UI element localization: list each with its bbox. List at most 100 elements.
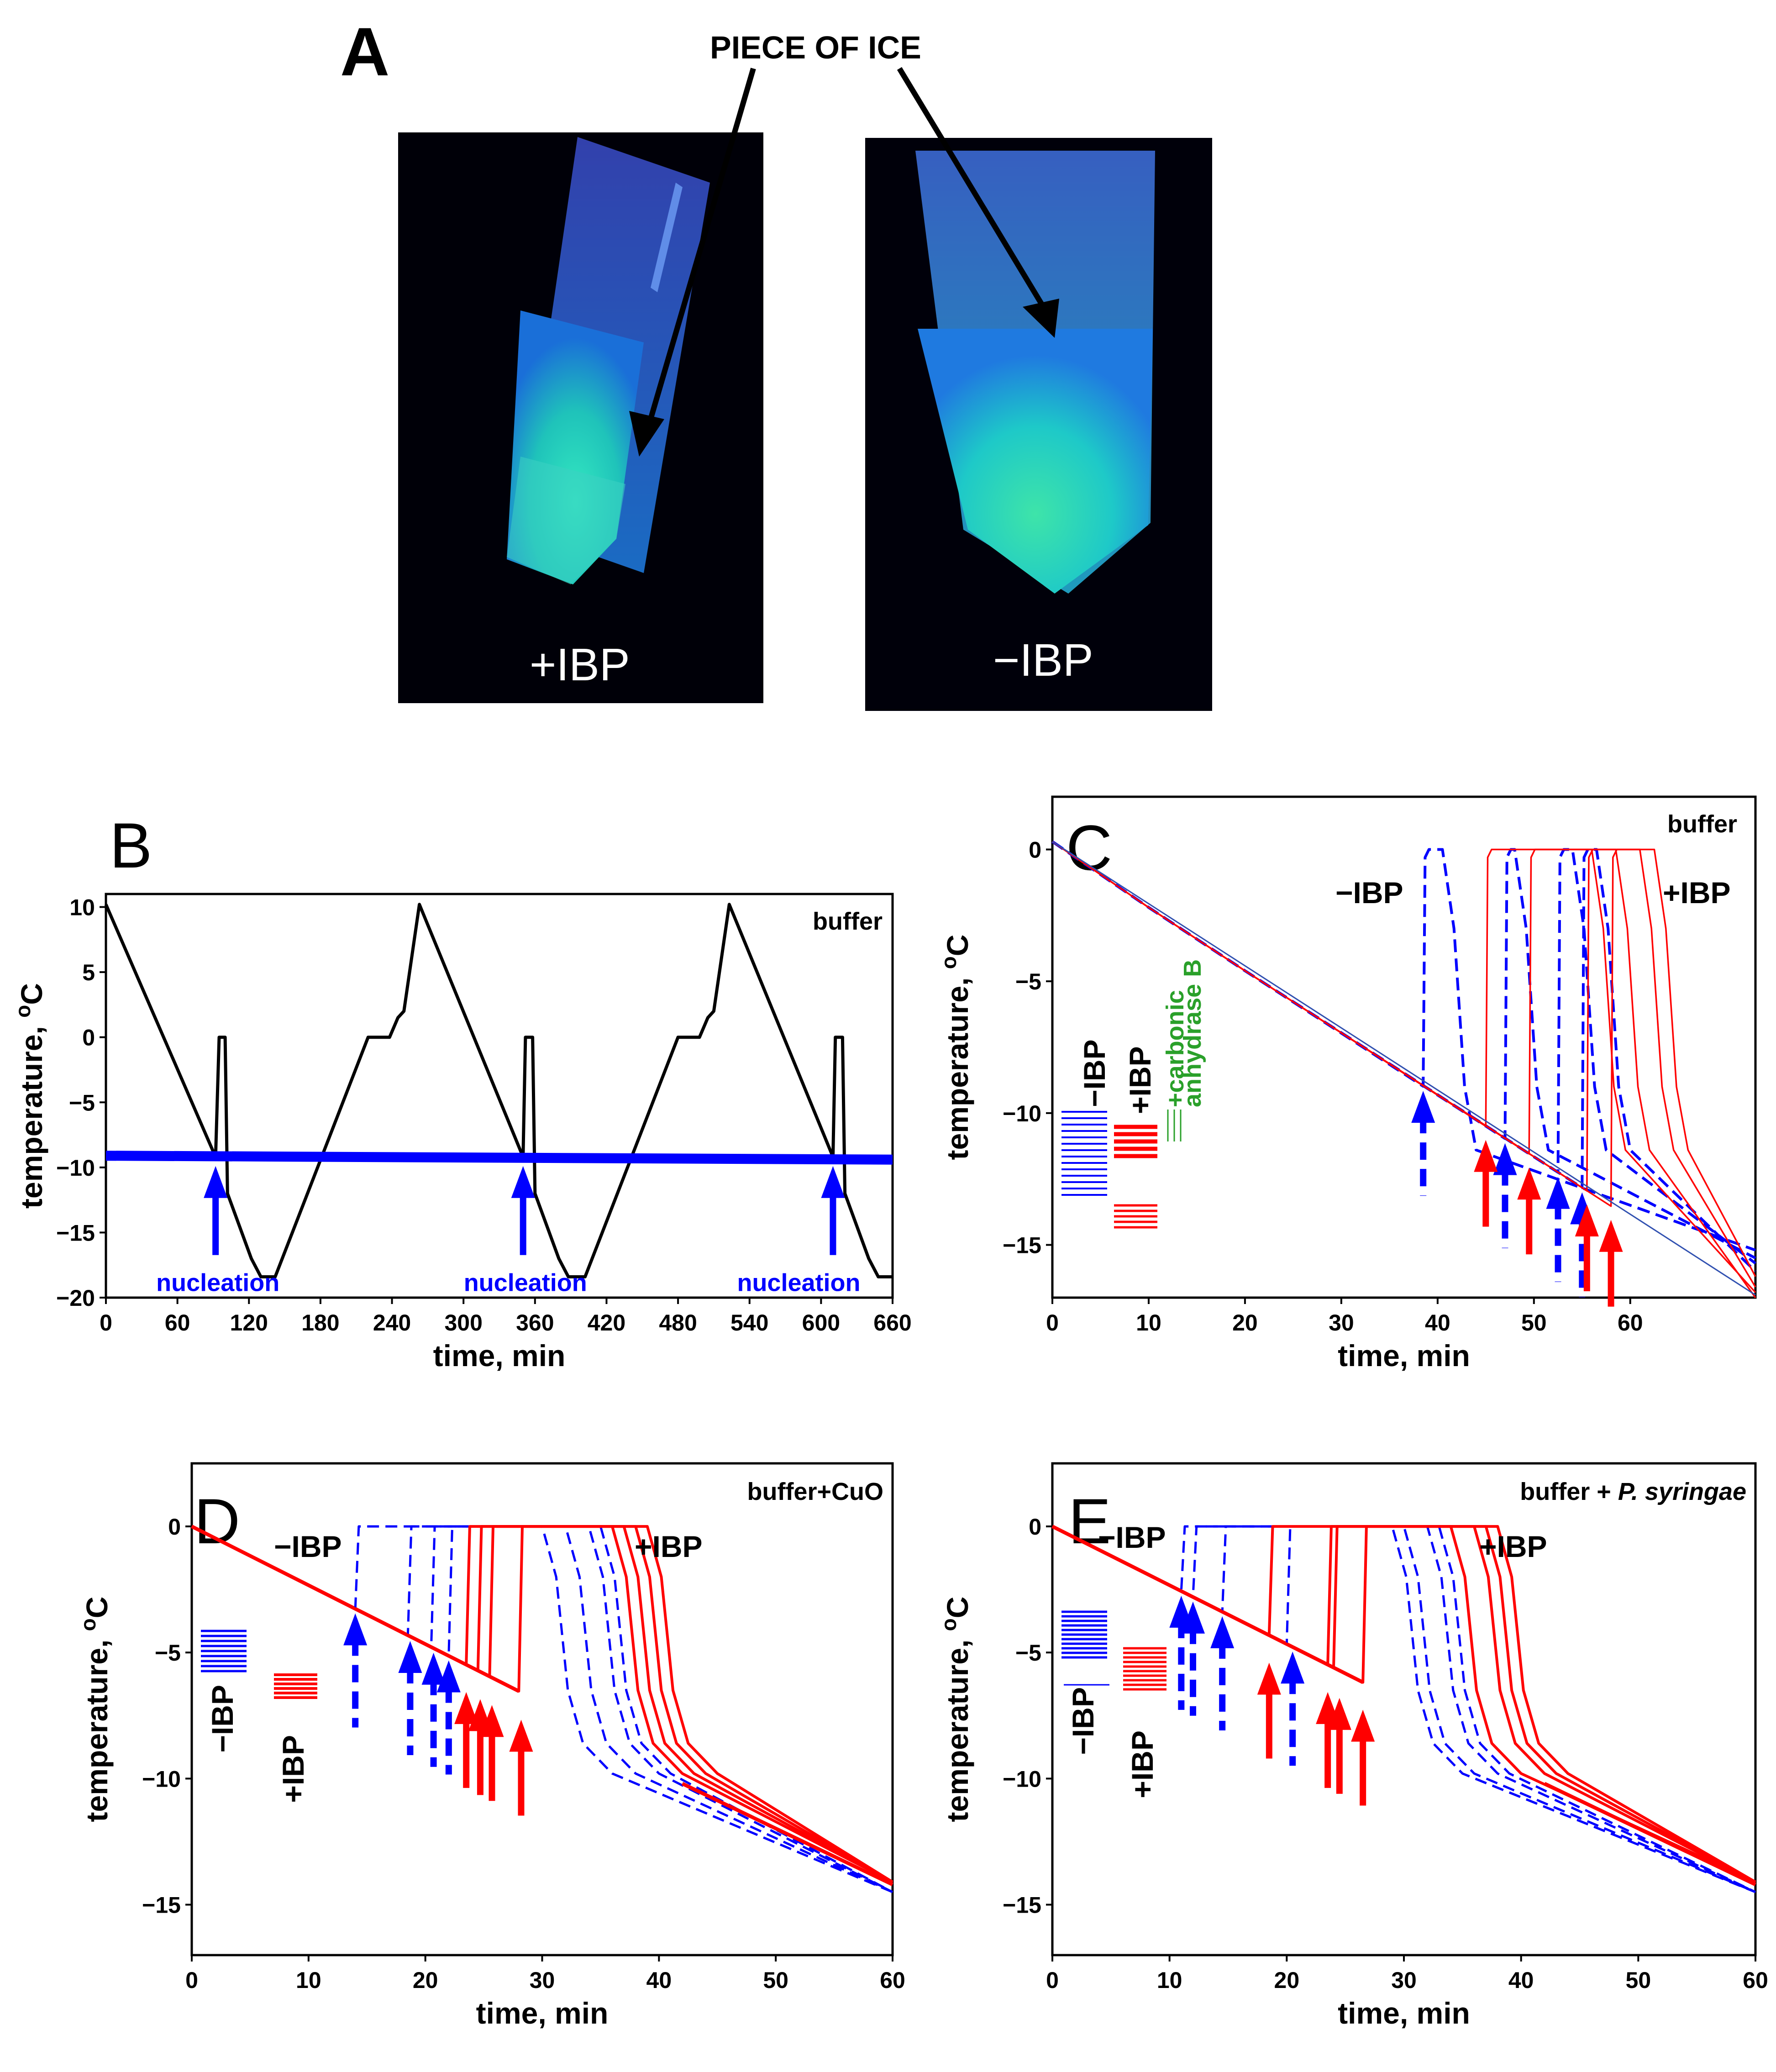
plus-ibp-label: +IBP	[1479, 1530, 1547, 1563]
plus-ibp-arrow	[1599, 1220, 1623, 1252]
minus-ibp-label: −IBP	[1335, 876, 1403, 910]
plus-ibp-arrow	[1351, 1709, 1375, 1742]
panel-label: C	[1066, 812, 1112, 883]
x-tick-label: 40	[646, 1967, 672, 1993]
minus-ibp-arrow	[1210, 1616, 1235, 1648]
nucleation-threshold-line	[105, 1151, 893, 1165]
piece-of-ice-callout: PIECE OF ICE	[710, 30, 921, 65]
minus-ibp-arrow	[398, 1641, 422, 1673]
callout-arrow-left	[629, 68, 756, 457]
x-tick-label: 120	[230, 1310, 268, 1336]
plus-ibp-arrow	[454, 1692, 478, 1724]
y-tick-label: −10	[56, 1155, 95, 1181]
y-tick-label: −10	[1003, 1101, 1041, 1126]
minus-ibp-arrow	[421, 1652, 446, 1685]
x-tick-label: 480	[659, 1310, 697, 1336]
y-tick-label: 0	[1029, 837, 1041, 862]
x-tick-label: 360	[516, 1310, 554, 1336]
x-tick-label: 540	[730, 1310, 768, 1336]
x-tick-label: 20	[1232, 1310, 1258, 1336]
panel-e-chart: 0 10 20 30 40 50 60 0 −5 −10 −15 time, min temperatu…	[937, 1462, 1768, 2030]
plus-ibp-arrow	[1517, 1167, 1541, 1200]
x-tick-label: 60	[1743, 1967, 1768, 1993]
plus-ibp-label: +IBP	[1663, 876, 1731, 910]
y-tick-label: −15	[56, 1220, 95, 1246]
x-axis-label: time, min	[1338, 1339, 1470, 1373]
legend-plus-label: +IBP	[276, 1735, 310, 1803]
plus-ibp-arrow	[1257, 1662, 1281, 1695]
annotation: buffer	[813, 908, 883, 935]
x-tick-label: 10	[296, 1967, 321, 1993]
y-tick-label: 0	[82, 1025, 95, 1051]
y-axis-label: temperature, oC	[76, 1597, 114, 1822]
plus-ibp-label: +IBP	[635, 1530, 703, 1563]
x-axis-label: time, min	[476, 1996, 609, 2030]
tube-plus-ibp	[507, 137, 710, 584]
nucleation-arrow	[821, 1166, 845, 1198]
plus-ibp-trace	[1051, 1525, 1756, 1883]
panel-label: B	[110, 810, 152, 881]
plus-ibp-trace	[191, 1525, 893, 1883]
y-tick-label: −10	[1003, 1766, 1041, 1792]
x-axis-label: time, min	[1338, 1996, 1470, 2030]
legend-minus-label: −IBP	[1066, 1687, 1100, 1755]
plus-ibp-arrow	[1327, 1698, 1351, 1730]
minus-ibp-label: −IBP	[1098, 1520, 1166, 1554]
nucleation-arrow	[511, 1166, 535, 1198]
x-tick-label: 0	[1046, 1967, 1059, 1993]
x-tick-label: 660	[873, 1310, 911, 1336]
minus-ibp-label: −IBP	[274, 1530, 342, 1563]
minus-ibp-arrow	[1411, 1091, 1435, 1123]
plus-ibp-tail	[1544, 1782, 1756, 1887]
x-tick-label: 30	[1391, 1967, 1417, 1993]
x-tick-label: 600	[802, 1310, 840, 1336]
plus-ibp-arrow	[509, 1720, 533, 1752]
y-tick-label: 10	[69, 895, 95, 920]
x-tick-label: 20	[1274, 1967, 1300, 1993]
x-tick-label: 40	[1425, 1310, 1450, 1336]
y-tick-label: −5	[1015, 969, 1041, 994]
minus-ibp-arrow	[1281, 1651, 1305, 1684]
panel-a-label: A	[340, 13, 389, 90]
y-tick-label: −10	[142, 1766, 181, 1792]
x-tick-label: 50	[1521, 1310, 1547, 1336]
callout-arrow-right	[897, 67, 1059, 338]
nucleation-label: nucleation	[156, 1269, 279, 1297]
y-tick-label: −15	[1003, 1893, 1041, 1918]
x-tick-label: 10	[1157, 1967, 1182, 1993]
right-tube-label: −IBP	[993, 635, 1093, 686]
legend-minus-label: −IBP	[1077, 1039, 1111, 1107]
minus-ibp-arrow	[436, 1660, 461, 1693]
panel-a: A PIECE OF ICE +IBP −IBP	[340, 13, 1212, 711]
temperature-line	[104, 903, 893, 1278]
x-tick-label: 180	[301, 1310, 339, 1336]
minus-ibp-arrow	[1493, 1143, 1517, 1175]
y-tick-label: −20	[56, 1285, 95, 1311]
minus-ibp-trace	[1051, 840, 1757, 1273]
y-tick-label: 0	[1029, 1514, 1041, 1540]
x-tick-label: 300	[444, 1310, 482, 1336]
minus-ibp-arrow	[1181, 1601, 1205, 1634]
minus-ibp-trace	[1051, 840, 1756, 1252]
x-tick-label: 50	[1626, 1967, 1651, 1993]
reference-ramp	[1052, 841, 1756, 1296]
y-axis-label: temperature, oC	[937, 1597, 974, 1822]
annotation: buffer	[1667, 810, 1737, 838]
y-tick-label: −5	[155, 1640, 181, 1666]
annotation: buffer+CuO	[747, 1478, 883, 1505]
x-tick-label: 60	[880, 1967, 905, 1993]
plus-ibp-tail	[681, 1782, 893, 1887]
nucleation-arrow	[204, 1166, 228, 1198]
x-tick-label: 20	[413, 1967, 438, 1993]
x-tick-label: 420	[588, 1310, 625, 1336]
y-tick-label: −15	[142, 1893, 181, 1918]
y-axis-label: temperature, oC	[11, 983, 48, 1209]
plot-frame	[105, 893, 894, 1299]
panel-c-chart: 0 10 20 30 40 50 60 0 −5 −10 −15 time, min temperatu…	[937, 795, 1757, 1373]
x-tick-label: 240	[373, 1310, 411, 1336]
y-tick-label: −5	[1015, 1640, 1041, 1666]
y-tick-label: −5	[69, 1090, 95, 1115]
plus-ibp-trace	[1052, 841, 1756, 1288]
x-tick-label: 30	[1329, 1310, 1354, 1336]
